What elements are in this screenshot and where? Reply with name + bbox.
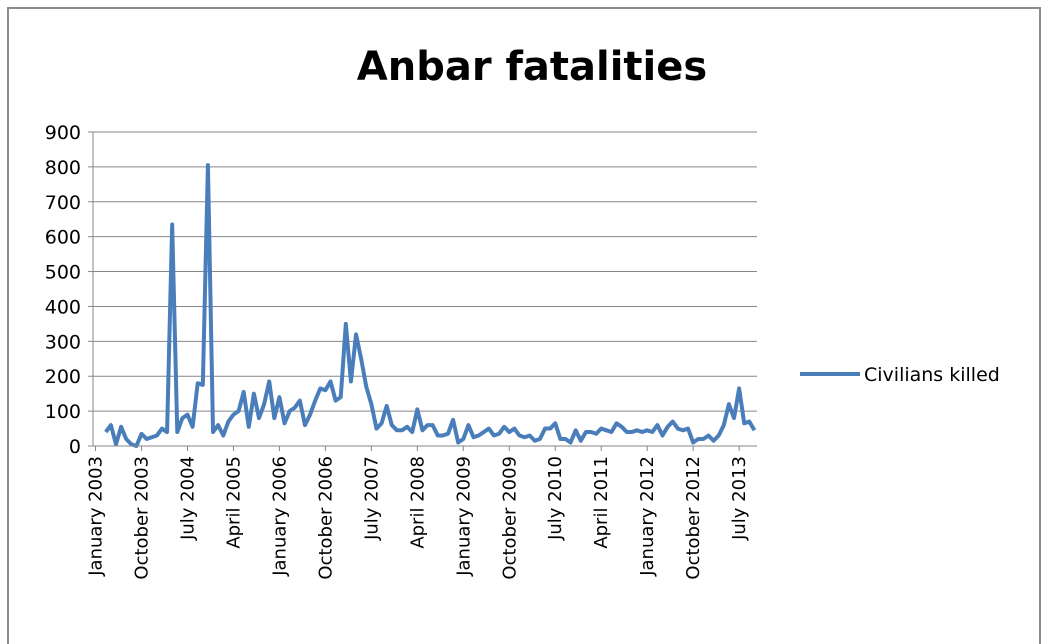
chart-title: Anbar fatalities: [357, 44, 707, 90]
x-tick-label: October 2003: [132, 456, 153, 580]
x-tick-label: April 2005: [223, 456, 244, 549]
x-tick-label: July 2013: [729, 456, 750, 541]
x-tick-label: October 2012: [683, 456, 704, 580]
y-tick-label: 500: [45, 262, 81, 284]
chart-border: [7, 7, 1041, 644]
x-tick-label: April 2008: [407, 456, 428, 549]
y-tick-label: 400: [45, 296, 81, 318]
x-tick-label: January 2006: [269, 456, 290, 577]
y-tick-label: 600: [45, 227, 81, 249]
x-tick-label: July 2010: [545, 456, 566, 541]
y-tick-label: 900: [45, 122, 81, 144]
x-tick-label: July 2007: [361, 456, 382, 541]
y-tick-label: 800: [45, 157, 81, 179]
x-tick-label: October 2006: [315, 456, 336, 580]
data-line: [104, 163, 757, 448]
x-tick-label: January 2003: [86, 456, 107, 577]
y-tick-label: 700: [45, 192, 81, 214]
y-tick-label: 100: [45, 401, 81, 423]
x-tick-label: January 2009: [453, 456, 474, 577]
x-tick-label: July 2004: [177, 456, 198, 541]
x-tick-label: October 2009: [499, 456, 520, 580]
y-tick-label: 300: [45, 331, 81, 353]
y-tick-label: 200: [45, 366, 81, 388]
x-tick-label: April 2011: [591, 456, 612, 549]
legend-label: Civilians killed: [864, 364, 1000, 386]
y-tick-label: 0: [69, 436, 81, 458]
x-tick-label: January 2012: [637, 456, 658, 577]
